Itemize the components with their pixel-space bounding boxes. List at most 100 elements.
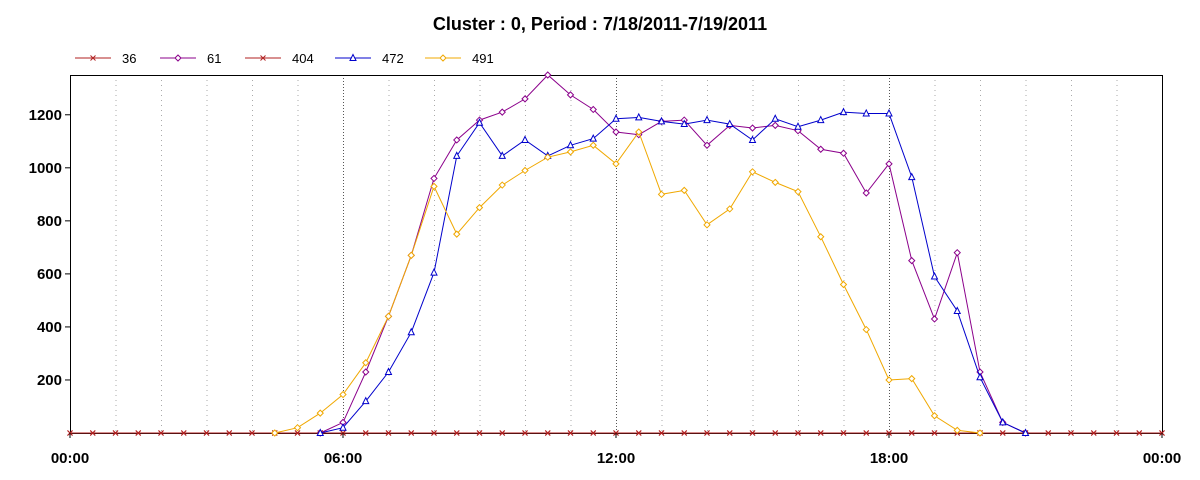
data-point	[703, 141, 711, 149]
data-point	[521, 95, 529, 103]
marker-stroke	[260, 55, 266, 61]
x-tick-label: 12:00	[597, 450, 635, 467]
data-point	[361, 396, 370, 405]
data-point	[589, 105, 597, 114]
marker-stroke	[749, 430, 756, 436]
data-point	[475, 118, 484, 126]
data-point	[566, 148, 575, 156]
data-point	[385, 430, 392, 436]
marker-stroke	[90, 55, 96, 61]
data-point	[681, 430, 688, 436]
data-point	[930, 412, 939, 420]
data-point	[498, 108, 506, 116]
legend-item: 472	[335, 51, 404, 66]
grid	[115, 75, 1118, 433]
data-point	[431, 430, 437, 436]
data-point	[839, 280, 848, 289]
data-point	[499, 430, 506, 436]
data-point	[817, 145, 825, 153]
data-point	[112, 430, 119, 436]
legend-label: 36	[122, 51, 136, 66]
data-point	[930, 315, 939, 323]
legend-marker	[174, 54, 182, 62]
data-point	[589, 141, 597, 149]
x-tick-label: 06:00	[324, 450, 362, 467]
marker-stroke	[590, 430, 597, 436]
data-point	[839, 149, 848, 157]
data-point	[498, 151, 507, 159]
data-point	[749, 430, 756, 436]
marker-stroke	[726, 430, 733, 436]
data-point	[726, 205, 734, 213]
data-point	[1068, 430, 1074, 436]
data-point	[657, 190, 666, 199]
legend: 36 61 404 472 491	[75, 51, 494, 66]
data-point	[748, 135, 757, 143]
data-point	[135, 430, 142, 436]
y-tick-label: 1200	[29, 107, 62, 124]
data-point	[316, 409, 324, 417]
data-point	[816, 115, 825, 124]
data-point	[226, 430, 233, 436]
data-point	[680, 119, 689, 128]
data-point	[544, 430, 551, 436]
data-point	[452, 151, 461, 159]
data-point	[453, 430, 460, 436]
marker-stroke	[203, 430, 210, 436]
marker-stroke	[499, 430, 506, 436]
marker-stroke	[567, 430, 574, 436]
series-472	[316, 107, 1030, 436]
data-point	[498, 181, 506, 189]
marker-stroke	[840, 430, 847, 436]
data-point	[885, 108, 893, 117]
data-point	[362, 368, 370, 376]
series-line	[274, 130, 981, 434]
data-point	[748, 124, 757, 132]
data-point	[704, 430, 710, 436]
data-point	[384, 312, 393, 321]
x-tick-label: 00:00	[1143, 450, 1181, 467]
data-point	[907, 172, 916, 181]
data-point	[158, 430, 164, 436]
data-point	[475, 203, 484, 212]
data-point	[249, 430, 255, 436]
marker-stroke	[89, 430, 96, 436]
data-point	[976, 372, 984, 381]
series-491	[271, 128, 984, 437]
y-tick-label: 600	[37, 266, 62, 283]
chart-title: Cluster : 0, Period : 7/18/2011-7/19/201…	[433, 14, 767, 34]
legend-marker	[90, 55, 96, 61]
data-point	[316, 428, 325, 436]
data-point	[998, 417, 1007, 426]
legend-item: 491	[425, 51, 494, 66]
marker-stroke	[1113, 430, 1120, 436]
marker-stroke	[294, 430, 301, 436]
data-point	[522, 430, 528, 436]
data-point	[771, 121, 779, 130]
legend-marker	[439, 54, 447, 62]
y-tick-label: 800	[37, 213, 62, 230]
series-line	[320, 74, 1026, 434]
data-point	[590, 430, 597, 436]
data-point	[908, 374, 916, 383]
data-point	[772, 430, 779, 436]
data-point	[794, 122, 802, 130]
marker-stroke	[135, 430, 142, 436]
y-tick-label: 1000	[29, 160, 62, 177]
data-point	[863, 430, 870, 436]
data-point	[930, 271, 939, 280]
marker-stroke	[1045, 430, 1052, 436]
marker-stroke	[112, 430, 119, 436]
marker-stroke	[362, 430, 369, 436]
data-point	[453, 230, 461, 238]
legend-label: 404	[292, 51, 314, 66]
data-point	[931, 430, 938, 436]
data-point	[725, 119, 734, 128]
x-tick-label: 00:00	[51, 450, 89, 467]
data-point	[544, 71, 552, 79]
legend-label: 491	[472, 51, 494, 66]
data-point	[953, 248, 961, 257]
series-line	[320, 111, 1026, 434]
data-point	[567, 430, 574, 436]
data-point	[271, 429, 279, 437]
